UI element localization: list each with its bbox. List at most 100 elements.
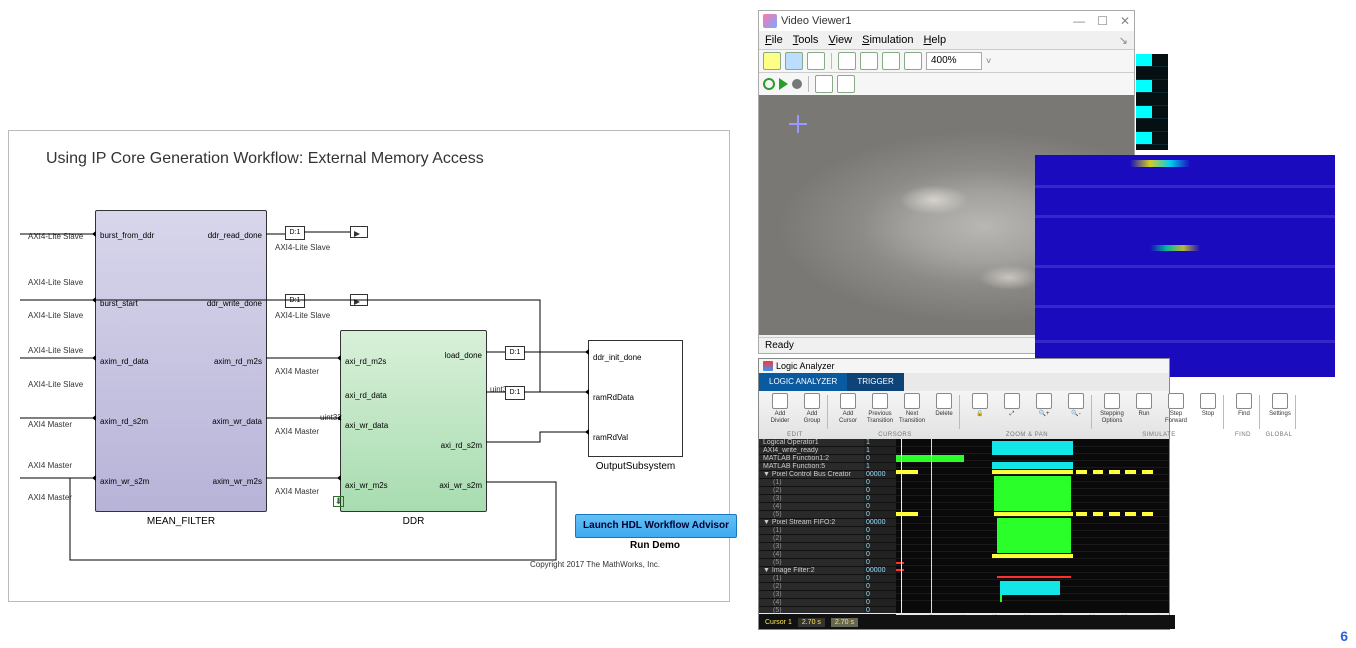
ribbon-button[interactable]: Run xyxy=(1129,393,1159,418)
signal-names[interactable]: Logical Operator1AXI4_write_readyMATLAB … xyxy=(759,439,864,613)
port: axim_rd_m2s xyxy=(214,357,262,366)
ribbon-section-label: CURSORS xyxy=(833,432,957,438)
ribbon-section-label: GLOBAL xyxy=(1265,432,1293,438)
titlebar[interactable]: Video Viewer1 — ☐ ✕ xyxy=(759,11,1134,31)
wave-row xyxy=(896,593,1169,601)
ribbon-button[interactable]: ⤢ xyxy=(997,393,1027,418)
stop-icon[interactable] xyxy=(792,79,802,89)
ribbon-button[interactable]: Previous Transition xyxy=(865,393,895,425)
play-icon[interactable] xyxy=(779,78,788,90)
signal-row[interactable]: ▼ Pixel Stream FIFO:2 xyxy=(759,519,864,527)
ribbon-button[interactable]: 🔍+ xyxy=(1029,393,1059,418)
block-mean-filter[interactable]: burst_from_ddr burst_start axim_rd_data … xyxy=(95,210,267,512)
tag: AXI4-Lite Slave xyxy=(28,311,83,320)
signal-row[interactable]: MATLAB Function1:2 xyxy=(759,455,864,463)
port: axi_rd_s2m xyxy=(441,441,482,450)
block-ddr[interactable]: axi_rd_m2s axi_rd_data axi_wr_data axi_w… xyxy=(340,330,487,512)
info-icon[interactable] xyxy=(785,52,803,70)
signal-values: 11010000000000000000000000000000000 xyxy=(864,439,896,613)
signal-value: 0 xyxy=(864,599,896,607)
signal-row[interactable]: (1) xyxy=(759,575,864,583)
la-ribbon: Add DividerAdd GroupEDITAdd CursorPrevio… xyxy=(759,391,1169,440)
ribbon-button[interactable]: Next Transition xyxy=(897,393,927,425)
logic-analyzer-window[interactable]: Logic Analyzer LOGIC ANALYZER TRIGGER Ad… xyxy=(758,358,1170,630)
menu-file[interactable]: File xyxy=(765,34,783,46)
zoom-in-icon[interactable] xyxy=(838,52,856,70)
run-icon[interactable] xyxy=(763,78,775,90)
menu-view[interactable]: View xyxy=(828,34,852,46)
maximize-button[interactable]: ☐ xyxy=(1097,14,1108,28)
step-icon[interactable] xyxy=(815,75,833,93)
tab-logic-analyzer[interactable]: LOGIC ANALYZER xyxy=(759,373,847,391)
help-icon[interactable]: ↘ xyxy=(1119,34,1128,47)
signal-row[interactable]: (3) xyxy=(759,495,864,503)
signal-row[interactable]: (1) xyxy=(759,479,864,487)
rate-conversion[interactable]: D:1 xyxy=(285,226,305,240)
rate-conversion[interactable]: D:1 xyxy=(505,346,525,360)
ribbon-button[interactable]: Add Divider xyxy=(765,393,795,425)
rate-conversion[interactable]: D:1 xyxy=(285,294,305,308)
signal-row[interactable]: MATLAB Function:5 xyxy=(759,463,864,471)
cursor-line[interactable] xyxy=(931,439,932,613)
cursor-line[interactable] xyxy=(901,439,902,613)
signal-row[interactable]: (4) xyxy=(759,551,864,559)
port: axim_wr_data xyxy=(212,417,262,426)
signal-row[interactable]: (3) xyxy=(759,591,864,599)
signal-value: 1 xyxy=(864,447,896,455)
signal-row[interactable]: (3) xyxy=(759,543,864,551)
ribbon-button[interactable]: Add Group xyxy=(797,393,827,425)
launch-hdl-advisor-button[interactable]: Launch HDL Workflow Advisor xyxy=(575,514,737,538)
tag: AXI4-Lite Slave xyxy=(28,380,83,389)
ribbon-button[interactable]: Find xyxy=(1229,393,1259,418)
signal-row[interactable]: (1) xyxy=(759,527,864,535)
signal-row[interactable]: (2) xyxy=(759,487,864,495)
print-icon[interactable] xyxy=(763,52,781,70)
ribbon-button[interactable]: Stop xyxy=(1193,393,1223,418)
tab-trigger[interactable]: TRIGGER xyxy=(847,373,903,391)
signal-row[interactable]: (4) xyxy=(759,599,864,607)
signal-value: 1 xyxy=(864,463,896,471)
ribbon-button[interactable]: Delete xyxy=(929,393,959,418)
la-titlebar[interactable]: Logic Analyzer xyxy=(759,359,1169,373)
snapshot-icon[interactable] xyxy=(837,75,855,93)
signal-row[interactable]: AXI4_write_ready xyxy=(759,447,864,455)
signal-value: 0 xyxy=(864,487,896,495)
new-icon[interactable] xyxy=(807,52,825,70)
signal-row[interactable]: (5) xyxy=(759,607,864,615)
mini-timeline xyxy=(1136,54,1168,150)
ribbon-button[interactable]: Settings xyxy=(1265,393,1295,418)
rate-conversion[interactable]: D:1 xyxy=(505,386,525,400)
cursor-t2: 2.70 s xyxy=(831,618,858,627)
port: load_done xyxy=(445,351,482,360)
signal-row[interactable]: (4) xyxy=(759,503,864,511)
zoom-out-icon[interactable] xyxy=(860,52,878,70)
waveform-area[interactable] xyxy=(896,439,1169,613)
ribbon-button[interactable]: Add Cursor xyxy=(833,393,863,425)
signal-row[interactable]: ▼ Pixel Control Bus Creator xyxy=(759,471,864,479)
close-button[interactable]: ✕ xyxy=(1120,14,1130,28)
signal-row[interactable]: (5) xyxy=(759,559,864,567)
zoom-field[interactable]: 400% xyxy=(926,52,982,70)
dropdown-icon[interactable]: ˅ xyxy=(986,56,991,66)
copyright: Copyright 2017 The MathWorks, Inc. xyxy=(530,560,660,569)
ribbon-button[interactable]: Step Forward xyxy=(1161,393,1191,425)
ribbon-button[interactable]: 🔒 xyxy=(965,393,995,418)
menu-tools[interactable]: Tools xyxy=(793,34,819,46)
port: ddr_init_done xyxy=(593,353,641,362)
signal-row[interactable]: (2) xyxy=(759,535,864,543)
menu-simulation[interactable]: Simulation xyxy=(862,34,913,46)
ribbon-button[interactable]: Stepping Options xyxy=(1097,393,1127,425)
run-demo-label: Run Demo xyxy=(575,540,735,551)
la-tabs[interactable]: LOGIC ANALYZER TRIGGER xyxy=(759,373,1169,391)
signal-row[interactable]: (2) xyxy=(759,583,864,591)
pan-icon[interactable] xyxy=(882,52,900,70)
menubar[interactable]: File Tools View Simulation Help ↘ xyxy=(759,31,1134,49)
menu-help[interactable]: Help xyxy=(923,34,946,46)
minimize-button[interactable]: — xyxy=(1073,14,1085,28)
signal-row[interactable]: ▼ Image Filter:2 xyxy=(759,567,864,575)
ribbon-button[interactable]: 🔍- xyxy=(1061,393,1091,418)
fit-icon[interactable] xyxy=(904,52,922,70)
block-output-subsystem[interactable]: ddr_init_done ramRdData ramRdVal OutputS… xyxy=(588,340,683,457)
signal-row[interactable]: Logical Operator1 xyxy=(759,439,864,447)
signal-row[interactable]: (5) xyxy=(759,511,864,519)
